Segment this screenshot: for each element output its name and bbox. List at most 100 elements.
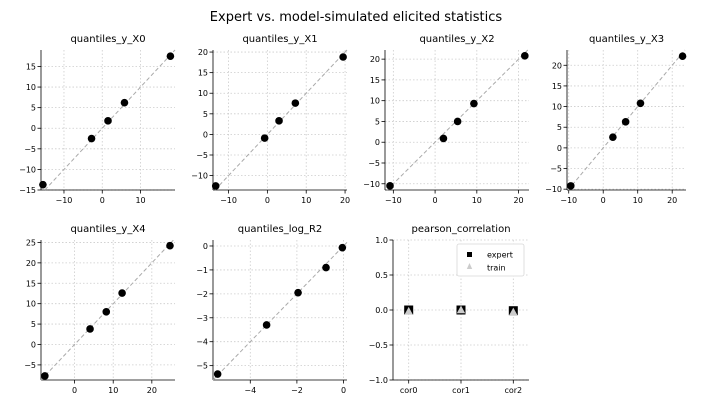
data-point <box>262 321 271 329</box>
data-point <box>439 134 448 143</box>
y-tick-label: 20 <box>552 61 562 70</box>
y-tick-label: 5 <box>375 117 380 126</box>
y-tick-label: −10 <box>19 165 36 174</box>
subplot-7: pearson_correlation cor0 cor1 cor2 −1.0 −0.5 0… <box>369 224 529 395</box>
data-point <box>86 325 94 333</box>
subplot-title: quantiles_y_X2 <box>419 34 494 45</box>
data-point <box>39 180 47 189</box>
data-point <box>87 134 96 143</box>
legend: expert train <box>456 243 525 277</box>
y-tick-label: −5 <box>24 145 36 154</box>
y-tick-label: −1.0 <box>369 376 388 385</box>
y-tick-label: 0 <box>31 340 36 349</box>
x-tick-label: −10 <box>385 196 402 205</box>
y-tick-label: −10 <box>363 180 380 189</box>
x-tick-label: 10 <box>301 196 311 205</box>
y-tick-label: 0 <box>203 242 208 251</box>
data-point <box>566 182 575 190</box>
subplot-title: quantiles_log_R2 <box>238 224 323 235</box>
data-point <box>621 118 630 126</box>
x-tick-label: cor1 <box>452 386 470 395</box>
y-tick-label: −0.5 <box>369 341 388 350</box>
subplot-title: quantiles_y_X4 <box>70 224 145 235</box>
train-marker <box>404 306 413 315</box>
data-point <box>322 263 330 272</box>
y-tick-label: 15 <box>26 279 36 288</box>
y-tick-label: 1.0 <box>375 236 388 245</box>
legend-box <box>456 243 525 277</box>
x-tick-label: −10 <box>220 196 237 205</box>
y-tick-label: 5 <box>31 320 36 329</box>
x-tick-label: 10 <box>135 196 145 205</box>
y-tick-label: −1 <box>196 266 208 275</box>
legend-expert-marker <box>467 252 472 257</box>
x-tick-label: cor2 <box>504 386 522 395</box>
y-tick-label: 0 <box>31 124 36 133</box>
data-point <box>213 370 222 378</box>
subplot-title: quantiles_y_X1 <box>242 34 317 45</box>
figure-title: Expert vs. model-simulated elicited stat… <box>210 10 503 25</box>
train-marker <box>509 307 518 316</box>
x-tick-label: −2 <box>291 386 303 395</box>
subplot-title: pearson_correlation <box>411 224 510 235</box>
x-tick-label: 10 <box>633 196 643 205</box>
train-marker <box>456 305 466 314</box>
subplot-4: quantiles_y_X3 −10 0 10 20 −10 −5 0 5 10 15 20 <box>545 34 687 205</box>
data-point <box>291 99 300 107</box>
identity-line <box>44 49 176 191</box>
data-point <box>338 243 347 252</box>
data-point <box>678 52 687 60</box>
data-point <box>386 182 394 190</box>
x-tick-label: 0 <box>100 196 105 205</box>
y-tick-label: 0 <box>557 144 562 153</box>
subplot-2: quantiles_y_X1 −10 0 10 20 −10 −5 0 5 10 15 20 <box>191 34 350 205</box>
x-tick-label: −4 <box>244 386 256 395</box>
x-tick-label: −10 <box>560 196 577 205</box>
y-tick-label: 10 <box>26 83 36 92</box>
y-tick-label: 5 <box>203 110 208 119</box>
y-tick-label: 10 <box>26 300 36 309</box>
y-tick-label: −5 <box>24 361 36 370</box>
y-tick-label: 20 <box>370 55 380 64</box>
x-tick-label: 20 <box>513 196 523 205</box>
y-tick-label: −5 <box>196 151 208 160</box>
x-tick-label: 0 <box>72 386 77 395</box>
subplot-title: quantiles_y_X0 <box>70 34 145 45</box>
y-tick-label: 10 <box>198 89 208 98</box>
y-tick-label: 25 <box>26 238 36 247</box>
y-tick-label: −10 <box>545 185 562 194</box>
y-tick-label: 10 <box>552 103 562 112</box>
data-point <box>470 99 478 108</box>
y-tick-label: −5 <box>196 362 208 371</box>
y-tick-label: −5 <box>550 165 562 174</box>
data-point <box>166 241 174 250</box>
legend-expert-label: expert <box>487 251 513 260</box>
data-point <box>118 289 126 297</box>
data-point <box>339 53 347 61</box>
identity-line <box>212 242 348 381</box>
data-point <box>609 133 617 141</box>
subplot-title: quantiles_y_X3 <box>589 34 664 45</box>
y-tick-label: −5 <box>368 159 380 168</box>
data-point <box>636 99 645 108</box>
y-tick-label: 0.0 <box>375 306 388 315</box>
y-tick-label: −3 <box>196 314 208 323</box>
data-point <box>521 52 529 60</box>
data-point <box>102 308 111 316</box>
y-tick-label: −2 <box>196 290 208 299</box>
y-tick-label: −4 <box>196 338 208 347</box>
y-tick-label: 15 <box>552 82 562 91</box>
data-point <box>260 134 269 142</box>
data-point <box>41 372 49 380</box>
y-tick-label: 15 <box>370 76 380 85</box>
y-tick-label: 5 <box>31 104 36 113</box>
x-tick-label: 10 <box>472 196 482 205</box>
y-tick-label: 15 <box>198 69 208 78</box>
data-point <box>275 117 283 125</box>
data-point <box>453 117 462 126</box>
x-tick-label: 0 <box>341 386 346 395</box>
y-tick-label: 0 <box>203 130 208 139</box>
y-tick-label: −15 <box>19 186 36 195</box>
data-point <box>166 52 175 60</box>
x-tick-label: 0 <box>265 196 270 205</box>
